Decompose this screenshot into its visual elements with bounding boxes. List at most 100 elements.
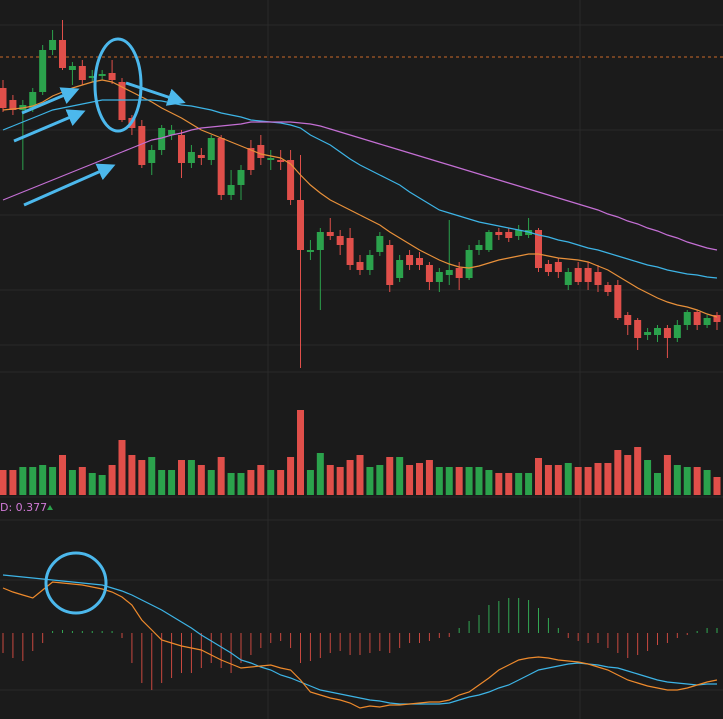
volume-bar — [9, 470, 17, 495]
candle-body — [604, 285, 612, 292]
volume-bar — [78, 467, 86, 495]
candle-body — [287, 160, 295, 200]
volume-bar — [267, 470, 275, 495]
candle-body — [535, 230, 542, 268]
volume-bar — [148, 457, 156, 495]
candle-body — [673, 325, 681, 338]
volume-bar — [49, 467, 57, 495]
candle-body — [703, 318, 711, 325]
candle-body — [237, 170, 245, 185]
volume-bar — [644, 460, 652, 495]
candle-body — [227, 185, 235, 195]
candle-body — [594, 272, 602, 285]
candle-body — [564, 272, 572, 285]
volume-bar — [19, 467, 27, 495]
volume-bar — [197, 465, 205, 495]
candle-body — [49, 40, 57, 50]
volume-bar — [525, 473, 533, 495]
volume-bar — [515, 473, 523, 495]
volume-bar — [465, 467, 473, 495]
candle-body — [277, 160, 285, 162]
candle-body — [544, 264, 552, 272]
volume-bar — [187, 460, 195, 495]
volume-bar — [39, 465, 47, 495]
candle-body — [178, 135, 185, 163]
candle-body — [683, 312, 691, 325]
volume-bar — [564, 463, 572, 495]
candle-body — [445, 270, 453, 275]
volume-bar — [346, 460, 354, 495]
macd-line — [2, 574, 717, 705]
candle-body — [654, 328, 661, 335]
candle-body — [39, 50, 47, 92]
volume-bar — [654, 473, 661, 495]
volume-bar — [713, 477, 721, 495]
moving-average — [2, 79, 718, 318]
candle-body — [267, 158, 275, 160]
volume-bar — [178, 460, 185, 495]
candle-body — [366, 255, 374, 270]
candle-body — [207, 138, 215, 160]
volume-bar — [306, 470, 314, 495]
moving-average — [2, 99, 718, 279]
candle-body — [118, 82, 126, 120]
candle-body — [197, 155, 205, 158]
volume-bar — [495, 473, 503, 495]
candle-body — [515, 230, 523, 236]
candle-body — [396, 260, 404, 278]
volume-bar — [217, 457, 225, 495]
volume-bar — [594, 463, 602, 495]
candle-body — [316, 232, 324, 250]
candle-body — [59, 40, 66, 68]
candle-body — [148, 150, 156, 163]
candle-body — [663, 328, 671, 338]
volume-bar — [554, 465, 562, 495]
volume-bar — [535, 458, 542, 495]
volume-bar — [297, 410, 304, 495]
candle-body — [297, 200, 304, 250]
candle-body — [455, 268, 463, 278]
annotations — [13, 37, 186, 615]
candle-body — [435, 272, 443, 282]
volume-bar — [316, 453, 324, 495]
candle-body — [326, 232, 334, 236]
candle-body — [336, 236, 344, 245]
volume-bar — [574, 467, 582, 495]
volume-bar — [683, 467, 691, 495]
volume-bar — [584, 467, 592, 495]
volume-bar — [68, 470, 76, 495]
volume-bar — [59, 455, 66, 495]
volume-bar — [336, 467, 344, 495]
candle-body — [425, 265, 433, 282]
volume-bar — [356, 455, 364, 495]
volume-bar — [475, 467, 483, 495]
candle-body — [158, 128, 166, 150]
candle-body — [644, 332, 652, 335]
candle-body — [505, 232, 513, 238]
volume-bar — [88, 473, 96, 495]
volume-bar — [138, 460, 146, 495]
candle-body — [554, 262, 562, 272]
candle-body — [257, 145, 265, 158]
volume-bar — [29, 467, 37, 495]
candle-body — [376, 236, 384, 252]
candle-body — [88, 76, 96, 78]
volume-bar — [277, 470, 285, 495]
volume-bar — [604, 463, 612, 495]
candle-body — [138, 126, 146, 165]
volume-bar — [168, 470, 176, 495]
candle-body — [634, 320, 642, 338]
candle-body — [68, 66, 76, 70]
candle-body — [29, 92, 37, 108]
candle-body — [584, 268, 592, 282]
candle-body — [78, 66, 86, 80]
candle-body — [0, 88, 7, 108]
volume-bar — [624, 455, 632, 495]
moving-average — [2, 121, 718, 251]
volume-bar — [416, 463, 423, 495]
candle-body — [346, 238, 354, 265]
volume-bar — [485, 470, 493, 495]
candle-body — [574, 268, 582, 282]
